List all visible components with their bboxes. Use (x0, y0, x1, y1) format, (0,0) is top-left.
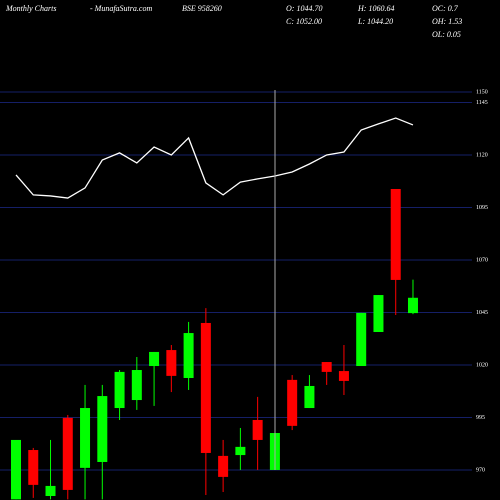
candle-body (304, 385, 315, 409)
candle-body (200, 322, 211, 453)
low-label: L: 1044.20 (357, 17, 393, 26)
candle-body (114, 371, 125, 409)
candle-body (390, 188, 401, 280)
y-tick-label: 1020 (476, 362, 488, 368)
candle-body (338, 371, 349, 381)
candle-body (183, 333, 194, 378)
y-tick-label: 995 (476, 415, 485, 421)
ol-label: OL: 0.05 (432, 30, 461, 39)
candle-body (28, 450, 39, 485)
symbol-label: BSE 958260 (182, 4, 222, 13)
candle-body (80, 408, 91, 468)
candle-body (131, 370, 142, 401)
close-label: C: 1052.00 (286, 17, 322, 26)
candle-body (166, 350, 177, 376)
y-tick-label: 1150 (476, 89, 488, 95)
candle-body (356, 312, 367, 367)
oh-label: OH: 1.53 (432, 17, 462, 26)
candle-body (287, 379, 298, 426)
candle-body (407, 297, 418, 314)
candle-body (218, 455, 229, 477)
candle-body (45, 485, 56, 497)
candle-body (11, 439, 21, 500)
candle-body (149, 351, 160, 367)
y-tick-label: 1145 (476, 100, 488, 106)
plot-area: 970 995 1020 1045 1070 1095 1120 1145 1150 (0, 89, 488, 500)
candle-body (252, 419, 263, 440)
candle-body (373, 295, 384, 333)
y-tick-label: 1095 (476, 205, 488, 211)
candle-body (62, 417, 73, 490)
candle-body (97, 396, 108, 462)
oc-label: OC: 0.7 (432, 4, 459, 13)
site-label: Monthly Charts (5, 4, 56, 13)
y-tick-label: 1120 (476, 152, 488, 158)
indicator-line (15, 117, 414, 199)
candle-body (235, 446, 246, 456)
high-label: H: 1060.64 (357, 4, 394, 13)
candle-body (321, 362, 332, 372)
y-tick-label: 970 (476, 467, 485, 473)
y-tick-label: 1045 (476, 310, 488, 316)
open-label: O: 1044.70 (286, 4, 322, 13)
source-label: - MunafaSutra.com (90, 4, 152, 13)
y-tick-label: 1070 (476, 257, 488, 263)
